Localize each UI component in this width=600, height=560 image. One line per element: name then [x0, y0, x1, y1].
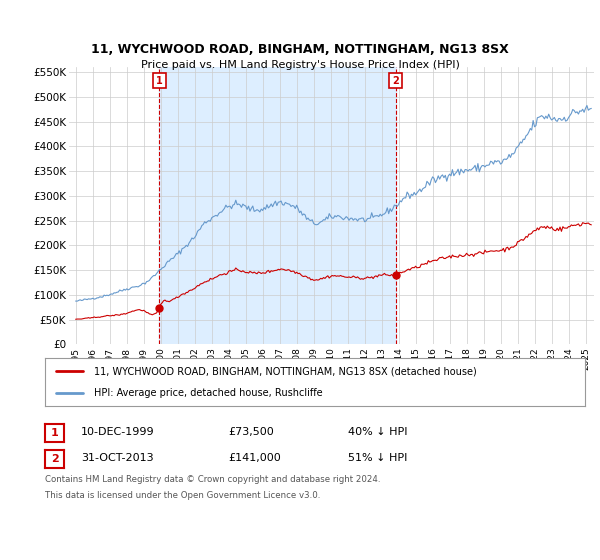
Text: £73,500: £73,500	[228, 427, 274, 437]
Text: 1: 1	[156, 76, 163, 86]
Text: 10-DEC-1999: 10-DEC-1999	[81, 427, 155, 437]
Text: 11, WYCHWOOD ROAD, BINGHAM, NOTTINGHAM, NG13 8SX: 11, WYCHWOOD ROAD, BINGHAM, NOTTINGHAM, …	[91, 43, 509, 56]
Text: 2: 2	[392, 76, 399, 86]
Text: 1: 1	[51, 428, 58, 438]
Text: 51% ↓ HPI: 51% ↓ HPI	[348, 453, 407, 463]
Text: Contains HM Land Registry data © Crown copyright and database right 2024.: Contains HM Land Registry data © Crown c…	[45, 475, 380, 484]
Text: 40% ↓ HPI: 40% ↓ HPI	[348, 427, 407, 437]
Text: HPI: Average price, detached house, Rushcliffe: HPI: Average price, detached house, Rush…	[94, 388, 322, 398]
Text: Price paid vs. HM Land Registry's House Price Index (HPI): Price paid vs. HM Land Registry's House …	[140, 60, 460, 70]
Text: 31-OCT-2013: 31-OCT-2013	[81, 453, 154, 463]
Bar	[160, 67, 396, 344]
Text: This data is licensed under the Open Government Licence v3.0.: This data is licensed under the Open Gov…	[45, 491, 320, 500]
Text: 11, WYCHWOOD ROAD, BINGHAM, NOTTINGHAM, NG13 8SX (detached house): 11, WYCHWOOD ROAD, BINGHAM, NOTTINGHAM, …	[94, 366, 476, 376]
Text: 2: 2	[51, 454, 58, 464]
Text: £141,000: £141,000	[228, 453, 281, 463]
